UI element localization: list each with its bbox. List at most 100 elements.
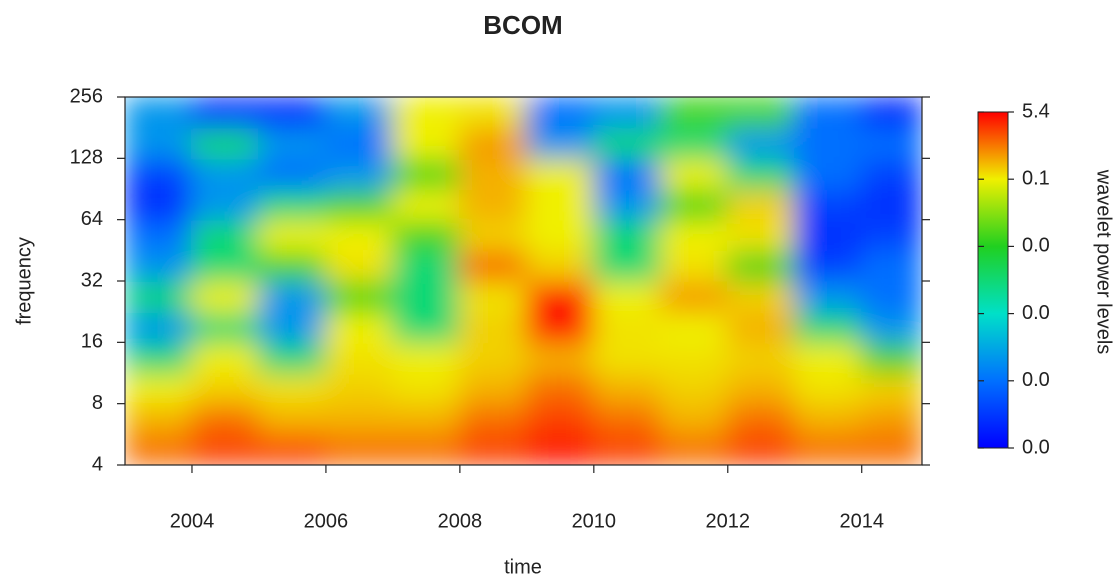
heatmap-cell	[324, 157, 394, 191]
heatmap-cell	[458, 218, 528, 252]
heatmap-cell	[793, 341, 863, 375]
heatmap-cell	[726, 341, 796, 375]
heatmap-cell	[391, 249, 461, 282]
heatmap-cell	[525, 218, 595, 252]
heatmap-cell	[793, 157, 863, 191]
heatmap	[125, 97, 922, 465]
heatmap-cell	[793, 218, 863, 252]
x-tick-label: 2010	[572, 510, 617, 532]
heatmap-cell	[592, 433, 662, 465]
heatmap-cell	[125, 218, 193, 252]
heatmap-cell	[860, 341, 922, 375]
heatmap-cell	[793, 126, 863, 160]
y-axis-label: frequency	[13, 237, 35, 325]
heatmap-cell	[391, 126, 461, 160]
heatmap-cell	[659, 433, 729, 465]
heatmap-cell	[324, 249, 394, 282]
heatmap-cell	[592, 341, 662, 375]
heatmap-cell	[726, 280, 796, 313]
heatmap-cell	[592, 157, 662, 191]
heatmap-cell	[125, 126, 193, 160]
x-tick-label: 2008	[438, 510, 483, 532]
x-axis-label: time	[504, 556, 542, 578]
heatmap-cell	[190, 218, 260, 252]
heatmap-cell	[391, 433, 461, 465]
heatmap-cell	[726, 218, 796, 252]
heatmap-cell	[458, 97, 528, 129]
heatmap-cell	[525, 157, 595, 191]
heatmap-cell	[391, 310, 461, 344]
heatmap-cell	[324, 280, 394, 313]
heatmap-cell	[324, 97, 394, 129]
heatmap-cell	[793, 372, 863, 405]
y-tick-label: 32	[81, 269, 103, 291]
heatmap-cell	[525, 249, 595, 282]
heatmap-cell	[860, 280, 922, 313]
heatmap-cell	[257, 157, 327, 191]
colorbar-tick-label: 0.0	[1022, 436, 1050, 458]
heatmap-cell	[324, 218, 394, 252]
heatmap-cell	[659, 249, 729, 282]
heatmap-cell	[458, 310, 528, 344]
heatmap-cell	[190, 310, 260, 344]
heatmap-cell	[257, 433, 327, 465]
heatmap-cell	[525, 402, 595, 436]
heatmap-cell	[257, 97, 327, 129]
heatmap-cell	[525, 310, 595, 344]
heatmap-cell	[458, 188, 528, 221]
heatmap-cell	[257, 126, 327, 160]
colorbar-tick-label: 0.0	[1022, 235, 1050, 257]
heatmap-cell	[726, 402, 796, 436]
heatmap-cell	[125, 188, 193, 221]
heatmap-cell	[458, 372, 528, 405]
heatmap-cell	[793, 97, 863, 129]
heatmap-cell	[190, 126, 260, 160]
heatmap-cell	[257, 341, 327, 375]
heatmap-cell	[860, 218, 922, 252]
heatmap-cell	[659, 341, 729, 375]
heatmap-cell	[391, 341, 461, 375]
heatmap-cell	[860, 433, 922, 465]
heatmap-cell	[190, 157, 260, 191]
heatmap-cell	[324, 372, 394, 405]
heatmap-cell	[324, 188, 394, 221]
heatmap-cell	[190, 341, 260, 375]
heatmap-cell	[324, 310, 394, 344]
heatmap-cell	[391, 157, 461, 191]
heatmap-cell	[659, 372, 729, 405]
heatmap-cell	[726, 433, 796, 465]
heatmap-cell	[257, 372, 327, 405]
heatmap-cell	[726, 310, 796, 344]
heatmap-cell	[860, 188, 922, 221]
heatmap-cell	[793, 249, 863, 282]
y-tick-label: 64	[81, 208, 103, 230]
colorbar-tick-label: 0.1	[1022, 167, 1050, 189]
heatmap-cell	[525, 433, 595, 465]
chart-title: BCOM	[483, 10, 562, 40]
heatmap-cell	[525, 97, 595, 129]
heatmap-cell	[458, 280, 528, 313]
heatmap-cell	[860, 310, 922, 344]
heatmap-cell	[860, 249, 922, 282]
heatmap-cell	[659, 310, 729, 344]
heatmap-cell	[726, 157, 796, 191]
heatmap-cell	[525, 280, 595, 313]
heatmap-cell	[190, 433, 260, 465]
heatmap-cell	[525, 341, 595, 375]
heatmap-cell	[592, 97, 662, 129]
heatmap-cell	[458, 341, 528, 375]
heatmap-cell	[125, 97, 193, 129]
heatmap-cell	[125, 280, 193, 313]
heatmap-cell	[125, 310, 193, 344]
heatmap-cell	[324, 402, 394, 436]
heatmap-cell	[726, 188, 796, 221]
heatmap-cell	[793, 188, 863, 221]
y-tick-label: 4	[92, 453, 103, 475]
heatmap-cell	[190, 372, 260, 405]
colorbar	[977, 111, 1009, 449]
heatmap-cell	[525, 188, 595, 221]
colorbar-tick-label: 0.0	[1022, 302, 1050, 324]
x-tick-label: 2006	[304, 510, 349, 532]
heatmap-cell	[592, 188, 662, 221]
heatmap-cell	[525, 372, 595, 405]
